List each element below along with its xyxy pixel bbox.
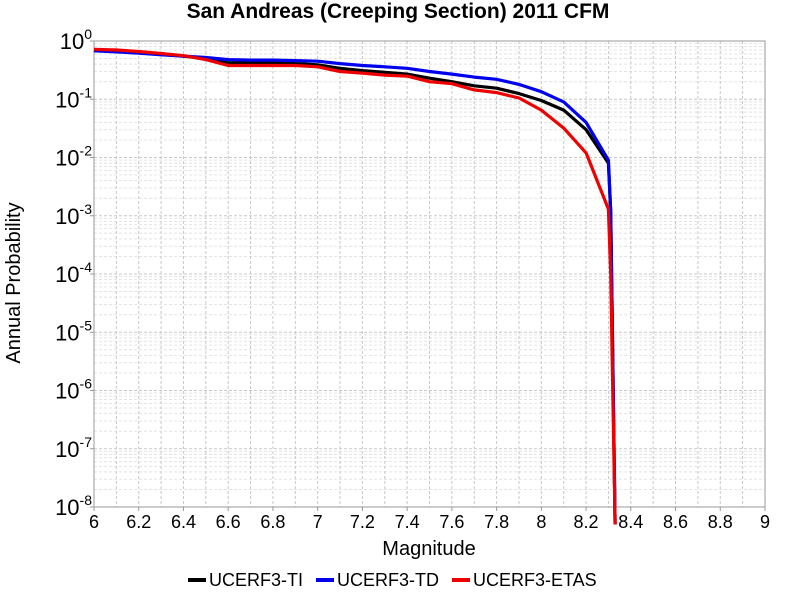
y-tick-label: 10-8 <box>55 492 92 520</box>
x-tick-label: 8.8 <box>708 512 733 532</box>
x-tick-label: 8.2 <box>574 512 599 532</box>
y-axis-label: Annual Probability <box>3 202 25 363</box>
series-line-ucerf3-td <box>93 49 617 525</box>
x-tick-label: 6.6 <box>216 512 241 532</box>
y-tick-label: 10-7 <box>55 434 92 462</box>
x-tick-labels: 6 6.2 6.4 6.6 6.8 7 7.2 7.4 7.6 7.8 8 8.2 8.4 8.6 8.8 9 <box>89 507 770 532</box>
y-tick-label: 10-2 <box>55 143 92 171</box>
series-layer <box>93 47 617 525</box>
y-tick-label: 10-4 <box>55 259 92 287</box>
x-tick-label: 9 <box>760 512 770 532</box>
x-tick-label: 7.4 <box>395 512 420 532</box>
legend-label: UCERF3-TI <box>209 570 303 590</box>
x-tick-label: 6.4 <box>171 512 196 532</box>
x-tick-label: 7.2 <box>350 512 375 532</box>
y-tick-labels: 100 10-1 10-2 10-3 10-4 10-5 10-6 10-7 10-8 <box>55 26 94 520</box>
series-line-ucerf3-etas <box>93 47 617 525</box>
x-tick-label: 6 <box>89 512 99 532</box>
grid <box>93 40 766 508</box>
x-tick-label: 8.6 <box>663 512 688 532</box>
legend-label: UCERF3-TD <box>337 570 439 590</box>
y-tick-label: 10-1 <box>55 84 92 112</box>
x-tick-label: 7 <box>313 512 323 532</box>
x-tick-label: 6.2 <box>126 512 151 532</box>
x-axis-label: Magnitude <box>382 538 475 560</box>
x-tick-label: 8.4 <box>618 512 643 532</box>
y-tick-label: 10-5 <box>55 317 92 345</box>
y-tick-label: 10-3 <box>55 201 92 229</box>
x-tick-label: 7.8 <box>484 512 509 532</box>
y-tick-label: 10-6 <box>55 376 92 404</box>
y-tick-label: 100 <box>60 26 92 54</box>
legend-label: UCERF3-ETAS <box>473 570 597 590</box>
x-tick-label: 7.6 <box>439 512 464 532</box>
legend: UCERF3-TI UCERF3-TD UCERF3-ETAS <box>188 570 597 590</box>
chart-title: San Andreas (Creeping Section) 2011 CFM <box>187 0 610 23</box>
x-tick-label: 6.8 <box>260 512 285 532</box>
x-tick-label: 8 <box>536 512 546 532</box>
